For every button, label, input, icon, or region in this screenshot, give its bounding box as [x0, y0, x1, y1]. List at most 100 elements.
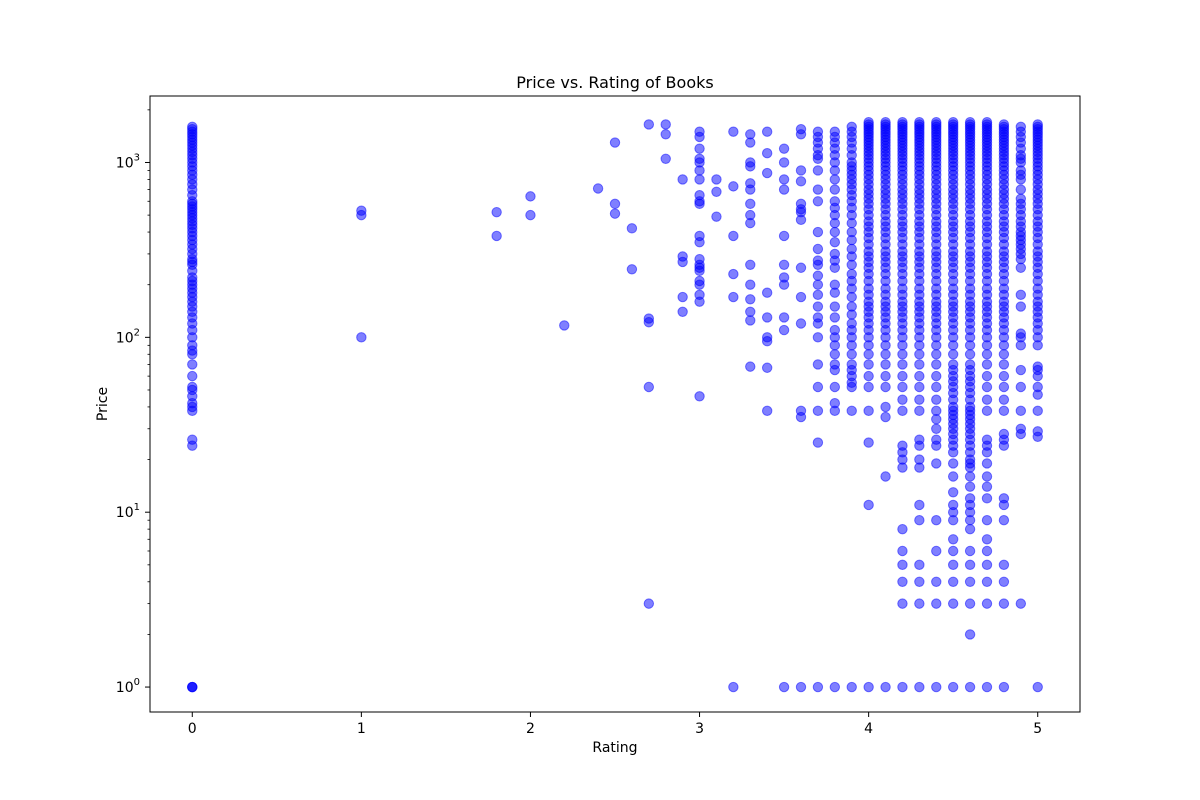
data-point [931, 116, 942, 128]
data-point [931, 515, 942, 526]
data-point [660, 129, 671, 140]
data-point [694, 153, 705, 164]
data-point [812, 126, 824, 137]
data-point [863, 359, 874, 370]
data-point [931, 423, 942, 434]
data-point [745, 198, 756, 210]
data-point [829, 174, 841, 185]
data-point [863, 437, 874, 448]
data-point [745, 157, 756, 168]
data-point [745, 209, 756, 221]
data-point [829, 279, 841, 290]
data-point [981, 481, 993, 492]
data-point [829, 398, 841, 409]
data-point [643, 119, 655, 130]
x-axis-label: Rating [592, 740, 637, 756]
data-point [998, 359, 1010, 370]
data-point [761, 405, 773, 417]
data-point [525, 209, 536, 221]
data-point [897, 440, 908, 451]
data-point [947, 349, 959, 360]
data-point [829, 237, 841, 248]
data-point [880, 359, 891, 370]
data-point [812, 437, 824, 448]
data-point [795, 262, 807, 273]
chart-title: Price vs. Rating of Books [516, 73, 713, 92]
data-point [677, 251, 688, 262]
data-point [761, 167, 773, 179]
x-tick-label: 2 [526, 721, 535, 737]
data-point [964, 576, 976, 587]
data-point [812, 405, 824, 417]
data-point [880, 471, 891, 482]
data-point [643, 598, 655, 609]
data-point [897, 349, 908, 360]
data-point [880, 381, 891, 393]
data-point [1015, 289, 1027, 301]
data-point [914, 434, 925, 445]
data-point [981, 515, 993, 526]
data-point [745, 279, 756, 290]
data-point [964, 359, 976, 370]
data-point [981, 349, 993, 360]
data-point [947, 359, 959, 370]
data-point [812, 184, 824, 195]
data-point [609, 208, 621, 219]
data-point [863, 370, 874, 382]
data-point [964, 349, 976, 360]
data-point [897, 370, 908, 382]
data-point [728, 181, 739, 192]
data-point [981, 493, 993, 504]
data-point [914, 576, 925, 587]
data-point [812, 279, 824, 290]
data-point [1015, 381, 1027, 393]
data-point [356, 332, 367, 343]
y-tick-label: 100 [116, 677, 140, 696]
data-point [981, 116, 993, 128]
data-point [660, 153, 671, 164]
data-point [728, 230, 739, 242]
data-point [947, 534, 959, 545]
data-point [846, 349, 857, 360]
data-point [931, 394, 942, 405]
data-point [778, 259, 790, 270]
data-point [812, 270, 824, 281]
data-point [778, 312, 790, 323]
data-point [981, 545, 993, 557]
data-point [931, 458, 942, 469]
data-point [829, 681, 841, 693]
data-point [745, 129, 756, 140]
data-point [745, 294, 756, 305]
data-point [609, 137, 621, 148]
data-point [998, 576, 1010, 587]
data-point [694, 230, 705, 242]
data-point [829, 359, 841, 370]
data-point [914, 515, 925, 526]
data-point [947, 576, 959, 587]
data-point [947, 598, 959, 609]
data-point [880, 349, 891, 360]
data-point [829, 184, 841, 195]
data-point [981, 405, 993, 417]
data-point [711, 174, 722, 185]
data-point [745, 178, 756, 189]
data-point [897, 598, 908, 609]
data-point [964, 481, 976, 492]
data-point [863, 116, 874, 128]
data-point [846, 121, 857, 132]
data-point [981, 681, 993, 693]
data-point [1015, 405, 1027, 417]
data-point [846, 268, 857, 280]
data-point [711, 211, 722, 222]
data-point [880, 401, 891, 413]
data-point [694, 143, 705, 154]
data-point [863, 681, 874, 693]
data-point [897, 545, 908, 557]
data-point [728, 291, 739, 303]
data-point [626, 264, 638, 275]
data-point [998, 598, 1010, 609]
data-point [778, 272, 790, 283]
data-point [897, 381, 908, 393]
data-point [914, 394, 925, 405]
data-point [745, 361, 756, 372]
